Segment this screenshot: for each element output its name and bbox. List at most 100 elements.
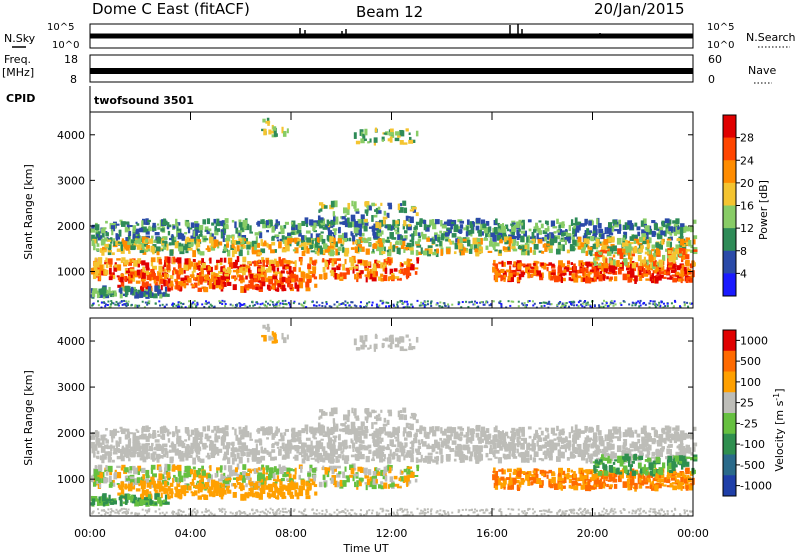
power-echo: [240, 286, 244, 293]
power-echo: [265, 265, 268, 267]
power-echo: [397, 228, 399, 233]
velocity-echo: [674, 440, 677, 443]
velocity-echo: [270, 429, 272, 433]
power-echo: [409, 132, 411, 135]
velocity-echo: [552, 433, 557, 435]
velocity-echo: [219, 449, 222, 453]
power-echo: [246, 265, 250, 268]
velocity-echo: [338, 454, 341, 458]
velocity-echo: [675, 425, 679, 431]
power-echo: [578, 237, 582, 243]
power-echo: [410, 264, 415, 270]
power-echo: [234, 277, 236, 281]
power-echo: [529, 300, 531, 302]
power-echo: [239, 303, 241, 305]
power-echo: [430, 305, 432, 307]
velocity-echo: [185, 429, 189, 434]
power-echo: [354, 227, 357, 233]
power-echo: [418, 232, 421, 236]
velocity-echo: [243, 452, 246, 456]
power-echo: [149, 239, 153, 244]
velocity-echo: [98, 465, 103, 472]
velocity-echo: [556, 456, 561, 462]
power-echo: [242, 265, 245, 267]
power-echo: [190, 262, 193, 267]
power-echo: [686, 277, 689, 283]
power-echo: [183, 281, 185, 283]
power-echo: [252, 301, 254, 303]
velocity-echo: [538, 427, 541, 429]
power-echo: [654, 303, 656, 305]
velocity-echo: [424, 431, 427, 437]
velocity-echo: [349, 445, 351, 449]
power-echo: [254, 261, 257, 267]
velocity-echo: [216, 430, 221, 433]
velocity-echo: [586, 458, 589, 463]
power-echo: [116, 304, 118, 306]
power-echo: [680, 239, 684, 246]
power-echo: [319, 202, 323, 205]
power-echo: [556, 249, 561, 255]
power-echo: [168, 225, 171, 228]
power-echo: [287, 238, 292, 244]
power-echo: [402, 201, 406, 206]
power-echo: [232, 236, 234, 243]
power-echo: [207, 218, 210, 224]
velocity-echoes: [91, 324, 698, 517]
power-echo: [400, 235, 403, 239]
power-echo: [527, 273, 530, 278]
power-echo: [224, 305, 226, 307]
power-echo: [155, 303, 157, 305]
power-echo: [414, 229, 417, 236]
velocity-echo: [381, 459, 385, 462]
power-echo: [168, 231, 170, 236]
velocity-echo: [444, 429, 449, 431]
power-echo: [318, 304, 320, 306]
power-echo: [169, 249, 173, 255]
power-echo: [188, 278, 192, 283]
power-echo: [120, 288, 122, 294]
power-echo: [260, 219, 263, 222]
power-echo: [637, 300, 639, 302]
power-echo: [623, 232, 625, 235]
velocity-echo: [510, 431, 514, 433]
power-echo: [529, 240, 532, 243]
power-echo: [598, 223, 602, 229]
power-echo: [636, 226, 640, 230]
velocity-echo: [413, 434, 416, 437]
power-echo: [270, 286, 272, 289]
power-echo: [476, 226, 480, 231]
power-echo: [502, 226, 506, 233]
power-echo: [333, 304, 335, 306]
velocity-echo: [567, 440, 571, 443]
power-echo: [325, 261, 328, 267]
power-echo: [612, 245, 617, 251]
velocity-echo: [208, 436, 211, 439]
power-echo: [107, 240, 111, 242]
velocity-echo: [101, 436, 106, 441]
velocity-echo: [178, 454, 183, 459]
power-echo: [507, 240, 509, 243]
power-echo: [454, 224, 458, 229]
power-echo: [285, 222, 289, 225]
power-echo: [538, 239, 543, 244]
power-echo: [92, 240, 95, 246]
power-echo: [611, 302, 613, 304]
power-echo: [633, 247, 637, 254]
power-echo: [672, 220, 675, 223]
velocity-echo: [342, 454, 344, 460]
power-echo: [111, 302, 113, 304]
power-echo: [558, 303, 560, 305]
power-echo: [162, 304, 164, 306]
velocity-echo: [411, 441, 414, 448]
power-echo: [142, 267, 145, 272]
power-echo: [608, 272, 612, 274]
power-echo: [182, 303, 184, 305]
power-echo: [425, 304, 427, 306]
velocity-echo: [480, 445, 482, 452]
velocity-echo: [435, 426, 440, 431]
power-echo: [283, 131, 287, 137]
power-echo: [158, 266, 162, 273]
power-echo: [380, 300, 382, 302]
